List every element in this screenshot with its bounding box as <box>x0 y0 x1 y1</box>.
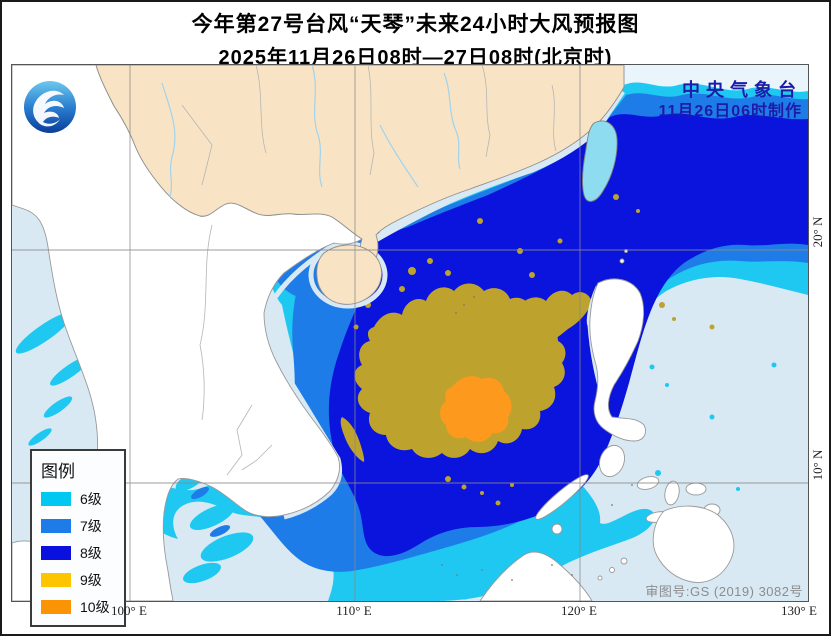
wind-area-level9 <box>340 136 715 506</box>
legend-item: 9级 <box>41 570 116 590</box>
issue-time: 11月26日06时制作 <box>658 102 802 120</box>
agency-name: 中央气象台 <box>682 80 802 100</box>
legend-item: 6级 <box>41 489 116 509</box>
lon-label-100e: 100° E <box>111 603 147 618</box>
level7-label: 7级 <box>80 518 102 534</box>
cma-logo <box>24 81 76 133</box>
level8-label: 8级 <box>80 545 102 561</box>
level10-swatch <box>41 600 71 614</box>
page-title: 今年第27号台风“天琴”未来24小时大风预报图 <box>191 13 640 36</box>
legend-item: 7级 <box>41 516 116 536</box>
legend-item: 8级 <box>41 543 116 563</box>
china-land <box>95 65 625 305</box>
lon-label-120e: 120° E <box>561 603 597 618</box>
level10-label: 10级 <box>80 599 110 615</box>
level9-label: 9级 <box>80 572 102 588</box>
island-specks <box>441 296 633 581</box>
graticule <box>12 65 808 601</box>
legend-item: 10级 <box>41 597 116 617</box>
wind-area-level10 <box>440 376 512 442</box>
level8-swatch <box>41 546 71 560</box>
level9-swatch <box>41 573 71 587</box>
lon-label-130e: 130° E <box>781 603 817 618</box>
map-license: 审图号:GS (2019) 3082号 <box>645 584 803 599</box>
lat-label-10n: 10° N <box>810 449 825 481</box>
rivers <box>161 65 461 198</box>
page-subtitle: 2025年11月26日08时—27日08时(北京时) <box>218 47 613 69</box>
hainan-island <box>316 244 382 305</box>
title-block: 今年第27号台风“天琴”未来24小时大风预报图 2025年11月26日08时—2… <box>2 8 829 70</box>
level6-swatch <box>41 492 71 506</box>
map-canvas <box>12 65 808 601</box>
lat-label-20n: 20° N <box>810 216 825 248</box>
level6-label: 6级 <box>80 491 102 507</box>
agency-annotation: 中央气象台 11月26日06时制作 <box>658 79 802 122</box>
admin-borders <box>181 65 557 476</box>
lon-label-110e: 110° E <box>336 603 372 618</box>
legend-title: 图例 <box>41 462 75 481</box>
level7-swatch <box>41 519 71 533</box>
taiwan-island <box>582 120 618 202</box>
legend-box: 图例 6级 7级 8级 9级 10级 <box>30 449 126 627</box>
forecast-map: 中央气象台 11月26日06时制作 审图号:GS (2019) 3082号 图例… <box>11 64 809 627</box>
